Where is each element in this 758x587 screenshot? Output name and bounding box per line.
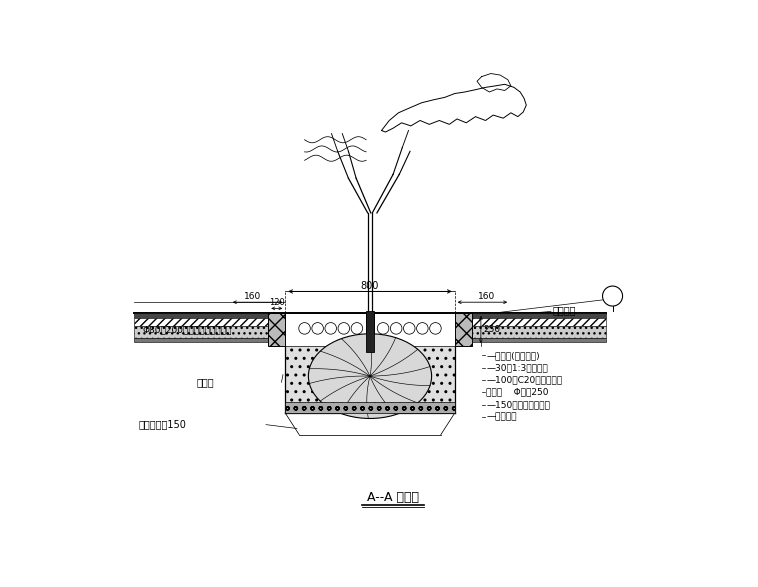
Circle shape [299, 323, 310, 334]
Text: 160: 160 [244, 292, 262, 301]
Circle shape [377, 323, 389, 334]
Text: —花岗岩(斜齐锯面): —花岗岩(斜齐锯面) [487, 351, 540, 360]
Text: （内配    Φ钢筋250: （内配 Φ钢筋250 [487, 388, 549, 397]
Circle shape [312, 323, 324, 334]
Bar [366, 312, 374, 352]
Text: —素土夯实: —素土夯实 [487, 413, 517, 421]
Circle shape [390, 323, 402, 334]
Text: A--A 剖面图: A--A 剖面图 [367, 491, 419, 504]
Bar [471, 313, 606, 318]
Bar [133, 318, 268, 326]
Text: 1: 1 [609, 291, 616, 301]
Circle shape [430, 323, 441, 334]
Ellipse shape [309, 334, 431, 419]
Bar [285, 346, 455, 413]
Text: 沥青嵌缝: 沥青嵌缝 [553, 305, 576, 315]
Bar [133, 326, 268, 338]
Circle shape [603, 286, 622, 306]
Text: 160: 160 [478, 292, 496, 301]
Bar [471, 338, 606, 342]
Text: —30厚1:3水泥砂浆: —30厚1:3水泥砂浆 [487, 363, 548, 372]
Circle shape [325, 323, 337, 334]
Text: 800: 800 [361, 281, 379, 291]
Circle shape [338, 323, 349, 334]
Bar [133, 338, 268, 342]
Circle shape [417, 323, 428, 334]
Bar [268, 313, 285, 346]
Text: 250: 250 [483, 325, 500, 333]
Text: Φ80～200本色鹅卵石自然铺设: Φ80～200本色鹅卵石自然铺设 [143, 325, 232, 335]
Bar [133, 313, 268, 318]
Text: 120: 120 [269, 298, 285, 308]
Circle shape [403, 323, 415, 334]
Text: 砂砾垫层约150: 砂砾垫层约150 [139, 420, 187, 430]
Text: —100厚C20加筋混凝土: —100厚C20加筋混凝土 [487, 376, 562, 384]
Text: —150厚级配碎石垫层: —150厚级配碎石垫层 [487, 400, 550, 409]
Bar [471, 326, 606, 338]
Bar [285, 402, 455, 413]
Text: 种植土: 种植土 [197, 377, 215, 387]
Bar [455, 313, 471, 346]
Circle shape [351, 323, 362, 334]
Bar [471, 318, 606, 326]
